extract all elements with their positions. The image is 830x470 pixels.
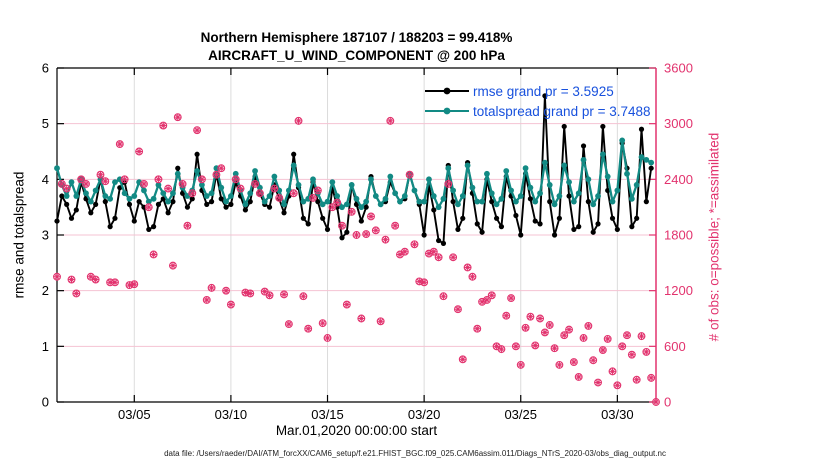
svg-text:4: 4	[42, 172, 49, 187]
svg-text:03/30: 03/30	[601, 407, 634, 422]
svg-text:1: 1	[42, 339, 49, 354]
legend-swatch-totalspread	[425, 107, 469, 115]
svg-text:3000: 3000	[664, 116, 693, 131]
svg-text:6: 6	[42, 61, 49, 76]
chart-title-line2: AIRCRAFT_U_WIND_COMPONENT @ 200 hPa	[208, 48, 505, 63]
legend-label-rmse: rmse grand pr = 3.5925	[473, 83, 614, 99]
svg-text:600: 600	[664, 339, 686, 354]
svg-text:3600: 3600	[664, 61, 693, 76]
svg-text:2400: 2400	[664, 172, 693, 187]
svg-text:2: 2	[42, 283, 49, 298]
svg-text:0: 0	[664, 395, 671, 410]
svg-text:0: 0	[42, 395, 49, 410]
svg-text:1200: 1200	[664, 283, 693, 298]
legend-marker-totalspread	[443, 107, 451, 115]
right-axis-label: # of obs: o=possible; *=assimilated	[706, 132, 722, 342]
chart-title-line1: Northern Hemisphere 187107 / 188203 = 99…	[200, 30, 513, 45]
x-axis-label: Mar.01,2020 00:00:00 start	[275, 423, 438, 438]
svg-text:03/05: 03/05	[118, 407, 151, 422]
svg-text:1800: 1800	[664, 228, 693, 243]
svg-text:3: 3	[42, 228, 49, 243]
data-file-path: data file: /Users/raeder/DAI/ATM_forcXX/…	[164, 449, 666, 458]
legend-label-totalspread: totalspread grand pr = 3.7488	[473, 103, 651, 119]
svg-text:03/10: 03/10	[215, 407, 248, 422]
legend: rmse grand pr = 3.5925 totalspread grand…	[424, 81, 651, 121]
svg-text:03/20: 03/20	[408, 407, 441, 422]
svg-text:03/15: 03/15	[311, 407, 344, 422]
legend-marker-rmse	[443, 87, 451, 95]
legend-item-totalspread: totalspread grand pr = 3.7488	[424, 101, 651, 121]
legend-swatch-rmse	[425, 87, 469, 95]
legend-item-rmse: rmse grand pr = 3.5925	[424, 81, 651, 101]
svg-text:5: 5	[42, 116, 49, 131]
svg-text:03/25: 03/25	[504, 407, 537, 422]
left-axis-label: rmse and totalspread	[11, 171, 27, 299]
